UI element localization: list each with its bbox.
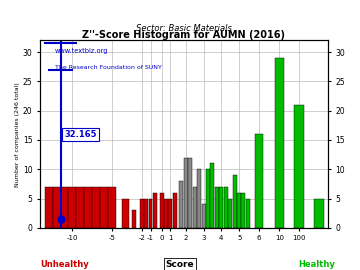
Bar <box>53 187 60 228</box>
Bar <box>211 163 215 228</box>
Bar <box>144 198 148 228</box>
Bar <box>60 187 68 228</box>
Bar <box>184 158 188 228</box>
Bar <box>122 198 130 228</box>
Bar <box>197 169 201 228</box>
Bar <box>215 187 219 228</box>
Text: www.textbiz.org: www.textbiz.org <box>54 48 108 54</box>
Bar <box>241 193 246 228</box>
Text: Score: Score <box>166 260 194 269</box>
Bar <box>153 193 157 228</box>
Text: The Research Foundation of SUNY: The Research Foundation of SUNY <box>54 65 161 70</box>
Bar <box>100 187 108 228</box>
Bar <box>93 187 100 228</box>
Bar <box>45 187 53 228</box>
Text: Sector: Basic Materials: Sector: Basic Materials <box>136 24 232 33</box>
Bar <box>275 58 284 228</box>
Bar <box>202 204 206 228</box>
Bar <box>76 187 84 228</box>
Bar <box>206 169 210 228</box>
Bar <box>219 187 223 228</box>
Bar <box>164 198 168 228</box>
Bar <box>168 198 172 228</box>
Text: 32.165: 32.165 <box>64 130 97 139</box>
Bar <box>180 181 184 228</box>
Bar <box>108 187 116 228</box>
Bar <box>237 193 241 228</box>
Bar <box>149 198 153 228</box>
Title: Z''-Score Histogram for AUMN (2016): Z''-Score Histogram for AUMN (2016) <box>82 31 285 40</box>
Bar <box>159 193 163 228</box>
Bar <box>228 198 232 228</box>
Bar <box>233 175 237 228</box>
Bar <box>132 210 136 228</box>
Bar <box>188 158 192 228</box>
Bar <box>173 193 177 228</box>
Bar <box>68 187 76 228</box>
Bar <box>140 198 144 228</box>
Y-axis label: Number of companies (246 total): Number of companies (246 total) <box>15 82 20 187</box>
Bar <box>84 187 93 228</box>
Bar <box>314 198 324 228</box>
Bar <box>224 187 228 228</box>
Bar <box>294 105 304 228</box>
Bar <box>255 134 262 228</box>
Text: Unhealthy: Unhealthy <box>40 260 89 269</box>
Bar <box>193 187 197 228</box>
Text: Healthy: Healthy <box>298 260 335 269</box>
Bar <box>246 198 250 228</box>
